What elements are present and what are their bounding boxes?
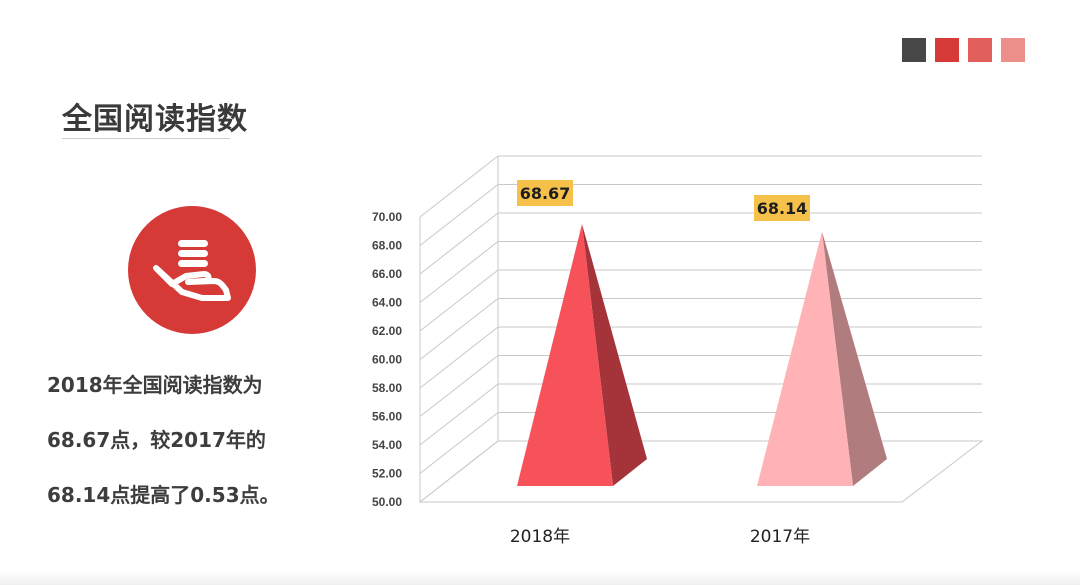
y-tick-label: 60.00 [372, 353, 402, 367]
gridline [419, 241, 982, 303]
y-tick-label: 70.00 [372, 210, 402, 224]
y-tick-label: 62.00 [372, 324, 402, 338]
pyramid-side [822, 231, 887, 486]
y-tick-label: 50.00 [372, 495, 402, 509]
swatch-coral [968, 38, 992, 62]
y-tick-label: 52.00 [372, 467, 402, 481]
swatch-pink [1001, 38, 1025, 62]
gridline [419, 212, 982, 275]
description-line-2: 68.67点，较2017年的 [47, 428, 266, 452]
color-swatches [902, 38, 1025, 62]
y-tick-label: 56.00 [372, 410, 402, 424]
pyramid-bar [517, 223, 613, 486]
description-line-3: 68.14点提高了0.53点。 [47, 483, 280, 507]
chart-floor [418, 440, 984, 503]
description-text: 2018年全国阅读指数为 68.67点，较2017年的 68.14点提高了0.5… [47, 358, 327, 523]
gridline [419, 184, 982, 246]
gridline [419, 383, 982, 446]
title-underline [62, 138, 230, 139]
gridline [419, 298, 982, 360]
data-label: 68.67 [520, 184, 571, 203]
y-tick-label: 68.00 [372, 239, 402, 253]
gridline [419, 269, 982, 332]
data-label-bg [754, 195, 810, 221]
description-line-1: 2018年全国阅读指数为 [47, 373, 263, 397]
page-title: 全国阅读指数 [62, 102, 248, 137]
y-tick-label: 54.00 [372, 438, 402, 452]
pyramid-bar [757, 231, 853, 486]
swatch-dark [902, 38, 926, 62]
data-label: 68.14 [757, 199, 808, 218]
swatch-red [935, 38, 959, 62]
gridline [419, 326, 982, 389]
y-tick-label: 66.00 [372, 267, 402, 281]
bottom-fade [0, 571, 1080, 585]
y-tick-label: 64.00 [372, 296, 402, 310]
y-tick-label: 58.00 [372, 381, 402, 395]
x-tick-label: 2017年 [750, 527, 810, 547]
gridline [419, 440, 982, 503]
gridline [419, 155, 982, 218]
gridline [419, 355, 982, 417]
icon-badge [128, 206, 256, 334]
data-label-bg [517, 180, 573, 206]
x-tick-label: 2018年 [510, 527, 570, 547]
gridline [419, 412, 982, 474]
hand-holding-coins-icon [153, 240, 231, 301]
pyramid-side [582, 223, 647, 486]
